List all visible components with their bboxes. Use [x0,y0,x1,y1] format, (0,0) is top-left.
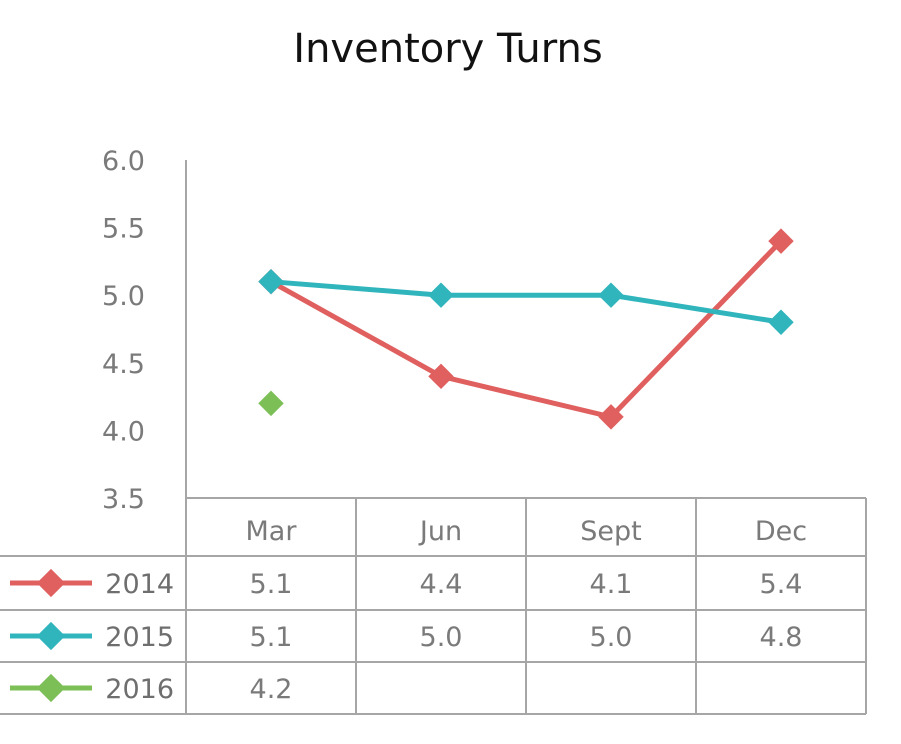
category-label: Sept [580,516,641,547]
y-axis: 6.0 5.5 5.0 4.5 4.0 3.5 [102,146,145,515]
data-point-2014 [428,363,454,390]
table-cell: 5.0 [420,622,463,653]
table-cell: 5.1 [250,569,293,600]
y-tick-label: 4.0 [102,416,145,447]
table-cell: 5.1 [250,622,293,653]
table-cell: 4.1 [590,569,633,600]
y-tick-label: 4.5 [102,349,145,380]
category-label: Dec [755,516,807,547]
y-tick-label: 5.5 [102,214,145,245]
table-cell: 5.4 [760,569,803,600]
plot-area [258,228,794,430]
chart-title: Inventory Turns [293,26,602,72]
legend-label: 2014 [105,569,174,600]
legend-key [10,568,92,598]
data-point-2015 [428,282,454,308]
data-point-2014 [768,228,794,254]
data-point-2015 [258,268,284,295]
table-cell: 4.8 [760,622,803,653]
data-point-2015 [768,309,794,335]
table-cell: 4.4 [420,569,463,600]
legend-key [10,621,92,651]
category-label: Jun [418,516,462,547]
data-point-2015 [598,282,624,308]
data-point-2014 [598,404,624,430]
data-table: Mar Jun Sept Dec 2014 5.1 4.4 4.1 5.4 2015 5.1 5.0 5… [0,497,867,715]
y-tick-label: 5.0 [102,281,145,312]
table-cell: 5.0 [590,622,633,653]
data-point-2016 [258,390,284,417]
legend-label: 2016 [105,674,174,705]
table-cell: 4.2 [250,674,293,705]
legend-label: 2015 [105,622,174,653]
y-tick-label: 3.5 [102,484,145,515]
series-line-2014 [269,239,783,420]
category-label: Mar [246,516,298,547]
legend-key [10,673,92,703]
series-line-2015 [270,279,782,325]
y-tick-label: 6.0 [102,146,145,177]
